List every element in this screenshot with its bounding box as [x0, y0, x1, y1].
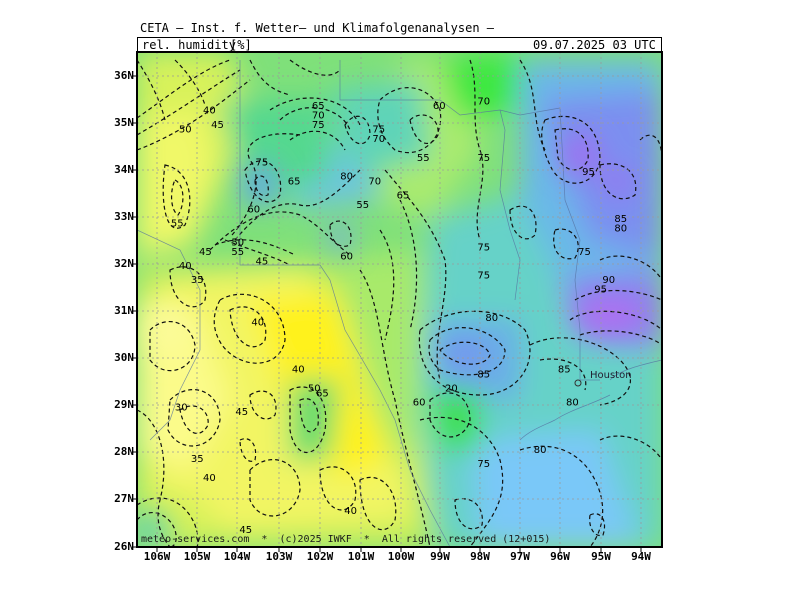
lat-label: 29N [114, 398, 134, 411]
humidity-field [137, 52, 662, 547]
contour-value-label: 75 [312, 120, 325, 131]
contour-value-label: 95 [594, 285, 607, 296]
contour-value-label: 65 [316, 388, 329, 399]
contour-value-label: 75 [477, 271, 490, 282]
contour-value-label: 20 [445, 384, 458, 395]
contour-value-label: 30 [175, 402, 188, 413]
contour-value-label: 65 [312, 101, 325, 112]
contour-value-label: 35 [191, 275, 204, 286]
contour-value-label: 75 [477, 459, 490, 470]
lat-label: 27N [114, 492, 134, 505]
lat-label: 34N [114, 163, 134, 176]
contour-value-label: 60 [340, 252, 353, 263]
contour-value-label: 50 [231, 238, 244, 249]
contour-value-label: 70 [368, 176, 381, 187]
contour-value-label: 45 [235, 407, 248, 418]
contour-value-label: 65 [288, 176, 301, 187]
contour-value-label: 95 [582, 167, 595, 178]
contour-value-label: 60 [413, 398, 426, 409]
contour-value-label: 75 [578, 247, 591, 258]
contour-value-label: 40 [203, 106, 216, 117]
contour-value-label: 80 [340, 172, 353, 183]
lon-label: 97W [510, 550, 530, 563]
contour-value-label: 55 [231, 247, 244, 258]
valid-time: 09.07.2025 03 UTC [533, 38, 656, 52]
contour-value-label: 70 [312, 110, 325, 121]
lat-label: 35N [114, 116, 134, 129]
contour-value-label: 50 [179, 125, 192, 136]
contour-value-label: 80 [614, 223, 627, 234]
contour-value-label: 35 [191, 454, 204, 465]
contour-value-label: 45 [256, 256, 269, 267]
contour-value-label: 40 [203, 473, 216, 484]
lon-label: 101W [347, 550, 375, 563]
lat-label: 36N [114, 69, 134, 82]
lon-label: 95W [591, 550, 611, 563]
contour-value-label: 45 [239, 525, 252, 536]
contour-value-label: 40 [251, 318, 264, 329]
lon-label: 102W [306, 550, 334, 563]
contour-value-label: 80 [566, 398, 579, 409]
contour-value-label: 40 [344, 506, 357, 517]
contour-value-label: 55 [171, 219, 184, 230]
lat-label: 30N [114, 351, 134, 364]
contour-value-label: 80 [534, 445, 547, 456]
contour-value-label: 85 [614, 214, 627, 225]
lon-label: 103W [265, 550, 293, 563]
lat-label: 32N [114, 257, 134, 270]
contour-value-label: 40 [179, 261, 192, 272]
boundaries [137, 60, 662, 547]
header-bar [137, 37, 662, 52]
credit-line: meteo-services.com * (c)2025 IWKF * All … [141, 534, 551, 545]
contour-value-label: 75 [477, 153, 490, 164]
contour-value-label: 65 [397, 191, 410, 202]
contour-value-label: 50 [308, 384, 321, 395]
contour-value-label: 75 [477, 242, 490, 253]
contour-value-label: 55 [356, 200, 369, 211]
lon-label: 99W [430, 550, 450, 563]
contour-value-label: 70 [372, 134, 385, 145]
contour-value-label: 60 [433, 101, 446, 112]
contour-value-label: 85 [477, 369, 490, 380]
city-marker-houston [574, 379, 582, 387]
lat-label: 28N [114, 445, 134, 458]
contour-value-label: 75 [372, 125, 385, 136]
map-frame [136, 51, 663, 548]
lon-label: 106W [143, 550, 171, 563]
map-title: CETA — Inst. f. Wetter— und Klimafolgena… [140, 21, 495, 35]
unit-label: [%] [230, 38, 252, 52]
lon-label: 98W [470, 550, 490, 563]
lat-label: 26N [114, 540, 134, 553]
contour-value-label: 70 [477, 96, 490, 107]
contour-value-label: 40 [292, 365, 305, 376]
lon-label: 100W [387, 550, 415, 563]
lat-label: 33N [114, 210, 134, 223]
lon-label: 96W [550, 550, 570, 563]
contour-value-label: 60 [247, 205, 260, 216]
lat-label: 31N [114, 304, 134, 317]
lon-label: 94W [631, 550, 651, 563]
variable-label: rel. humidity [142, 38, 236, 52]
city-label-houston: Houston [590, 370, 632, 381]
contour-value-label: 45 [211, 120, 224, 131]
contour-value-label: 80 [485, 313, 498, 324]
contour-value-label: 75 [256, 158, 269, 169]
contour-lines [137, 59, 662, 547]
contour-value-label: 90 [602, 275, 615, 286]
contour-value-label: 55 [417, 153, 430, 164]
tick-marks [132, 75, 642, 552]
lon-label: 104W [223, 550, 251, 563]
lon-label: 105W [183, 550, 211, 563]
contour-value-label: 45 [199, 247, 212, 258]
contour-value-label: 85 [558, 365, 571, 376]
